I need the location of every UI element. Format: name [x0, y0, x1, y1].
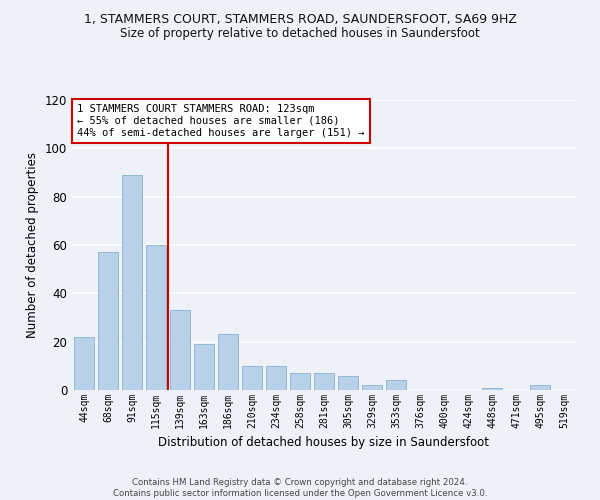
Y-axis label: Number of detached properties: Number of detached properties [26, 152, 39, 338]
Bar [362, 385, 382, 390]
Bar [290, 373, 310, 390]
Bar [74, 337, 94, 390]
Bar [146, 245, 166, 390]
Bar [170, 310, 190, 390]
Bar [194, 344, 214, 390]
Bar [338, 376, 358, 390]
Bar [242, 366, 262, 390]
Text: 1 STAMMERS COURT STAMMERS ROAD: 123sqm
← 55% of detached houses are smaller (186: 1 STAMMERS COURT STAMMERS ROAD: 123sqm ←… [77, 104, 365, 138]
Bar [314, 373, 334, 390]
Bar [122, 175, 142, 390]
Bar [482, 388, 502, 390]
Text: Size of property relative to detached houses in Saundersfoot: Size of property relative to detached ho… [120, 28, 480, 40]
Bar [218, 334, 238, 390]
X-axis label: Distribution of detached houses by size in Saundersfoot: Distribution of detached houses by size … [158, 436, 490, 450]
Text: 1, STAMMERS COURT, STAMMERS ROAD, SAUNDERSFOOT, SA69 9HZ: 1, STAMMERS COURT, STAMMERS ROAD, SAUNDE… [83, 12, 517, 26]
Bar [98, 252, 118, 390]
Bar [266, 366, 286, 390]
Bar [530, 385, 550, 390]
Bar [386, 380, 406, 390]
Text: Contains HM Land Registry data © Crown copyright and database right 2024.
Contai: Contains HM Land Registry data © Crown c… [113, 478, 487, 498]
